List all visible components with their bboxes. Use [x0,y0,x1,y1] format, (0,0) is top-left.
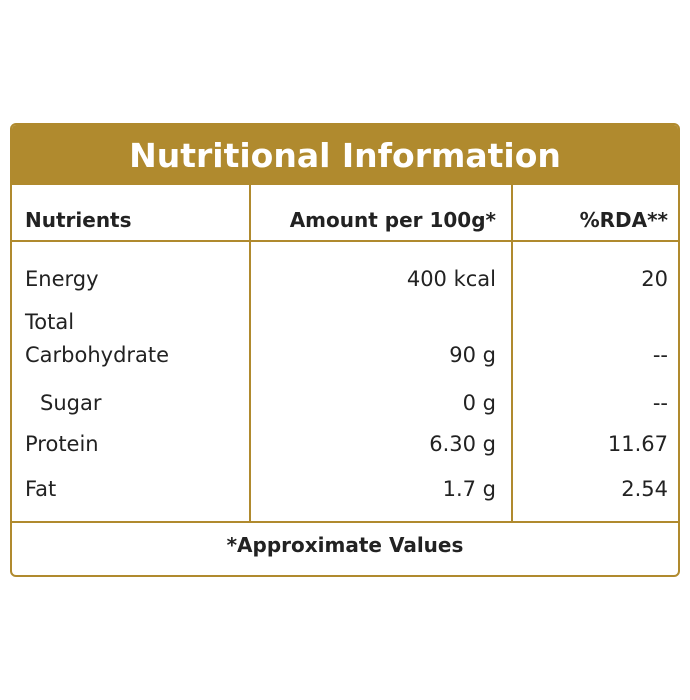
rda: 2.54 [621,477,668,501]
amount: 90 g [449,343,496,367]
rda: 11.67 [607,432,668,456]
rda: 20 [641,267,668,291]
header-cell: Amount per 100g* [289,208,496,232]
amount: 0 g [462,391,496,415]
amount: 400 kcal [406,267,496,291]
header-cell: %RDA** [579,208,668,232]
table-title: Nutritional Information [12,125,678,185]
header-cell: Nutrients [25,208,132,232]
footnote: *Approximate Values [226,533,464,557]
nutrient-name: Sugar [40,391,102,415]
column-divider [511,185,513,523]
nutrient-name: Protein [25,432,99,456]
row-divider [12,240,678,242]
nutrient-name: Energy [25,267,99,291]
nutrient-name: Fat [25,477,57,501]
nutrition-table: Nutritional Information Nutrients Amount… [10,123,680,577]
rda: -- [652,391,668,415]
rda: -- [652,343,668,367]
amount: 6.30 g [429,432,496,456]
nutrient-name: Total Carbohydrate [25,310,170,367]
row-divider [12,521,678,523]
column-divider [249,185,251,523]
amount: 1.7 g [442,477,496,501]
